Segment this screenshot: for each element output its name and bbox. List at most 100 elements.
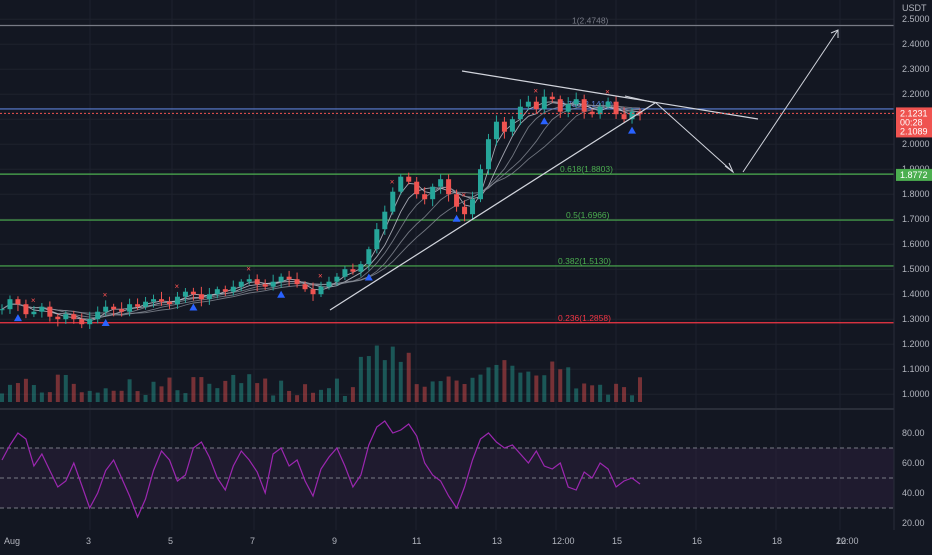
candle-body[interactable] — [23, 304, 29, 315]
candle-body[interactable] — [398, 176, 404, 192]
trendlines[interactable] — [329, 70, 759, 311]
candle-body[interactable] — [358, 264, 364, 272]
candle-body[interactable] — [597, 106, 603, 115]
candle-body[interactable] — [629, 111, 635, 120]
candle-body[interactable] — [438, 179, 444, 187]
candle-body[interactable] — [151, 299, 157, 302]
candle-body[interactable] — [206, 294, 212, 300]
candle-body[interactable] — [390, 191, 396, 212]
candle-body[interactable] — [382, 211, 388, 230]
candle-body[interactable] — [79, 319, 85, 325]
candle-body[interactable] — [222, 289, 228, 292]
candle-body[interactable] — [103, 306, 109, 312]
price-axis[interactable]: 2.50002.40002.30002.20002.10002.00001.90… — [0, 14, 932, 399]
candle-body[interactable] — [238, 281, 244, 287]
volume-bar — [622, 387, 627, 402]
candle-body[interactable] — [39, 306, 45, 312]
candle-body[interactable] — [95, 311, 101, 320]
candle-body[interactable] — [541, 96, 547, 110]
candle-body[interactable] — [63, 314, 69, 320]
candle-body[interactable] — [549, 96, 555, 100]
volume-bar — [191, 377, 196, 402]
support-trendline[interactable] — [329, 102, 656, 311]
candle-body[interactable] — [430, 186, 436, 200]
candle-body[interactable] — [310, 289, 316, 295]
candle-body[interactable] — [135, 304, 141, 307]
price-tick-label: 2.4000 — [902, 39, 930, 49]
candle-body[interactable] — [7, 299, 13, 310]
candle-body[interactable] — [462, 206, 468, 215]
candle-body[interactable] — [119, 309, 125, 312]
candle-body[interactable] — [159, 299, 164, 302]
candle-body[interactable] — [414, 181, 420, 195]
volume-bar — [422, 386, 427, 402]
volume-bar — [350, 387, 355, 402]
candle-body[interactable] — [0, 309, 5, 311]
candle-body[interactable] — [478, 169, 483, 200]
candle-body[interactable] — [286, 276, 292, 280]
candle-body[interactable] — [406, 176, 412, 182]
projection-up-arrow[interactable] — [742, 29, 839, 173]
candle-body[interactable] — [87, 319, 93, 325]
candle-body[interactable] — [47, 306, 53, 317]
candle-body[interactable] — [214, 289, 220, 295]
price-projection[interactable] — [624, 29, 839, 174]
candle-body[interactable] — [613, 101, 619, 115]
candle-body[interactable] — [326, 281, 332, 287]
candle-body[interactable] — [605, 101, 611, 107]
candle-body[interactable] — [31, 311, 37, 315]
candle-body[interactable] — [342, 269, 348, 277]
candle-body[interactable] — [278, 276, 284, 282]
candle-body[interactable] — [246, 279, 252, 282]
rsi-axis[interactable]: 80.00 60.00 40.00 20.00 — [902, 428, 925, 528]
candle-body[interactable] — [366, 249, 372, 265]
candle-body[interactable] — [557, 99, 563, 112]
candle-body[interactable] — [621, 114, 627, 120]
candle-body[interactable] — [55, 316, 61, 320]
candle-body[interactable] — [302, 284, 308, 290]
candle-body[interactable] — [422, 194, 428, 200]
candle-body[interactable] — [318, 286, 324, 295]
candle-body[interactable] — [262, 284, 268, 287]
candle-body[interactable] — [230, 286, 236, 292]
candle-body[interactable] — [501, 121, 507, 132]
candle-body[interactable] — [71, 314, 77, 320]
candle-body[interactable] — [454, 194, 460, 207]
resistance-trendline[interactable] — [461, 70, 759, 120]
fib-price-badge[interactable] — [896, 168, 932, 181]
candle-body[interactable] — [174, 296, 180, 305]
candle-body[interactable] — [111, 306, 117, 310]
candle-body[interactable] — [334, 276, 340, 282]
candle-body[interactable] — [446, 179, 452, 195]
candle-body[interactable] — [470, 199, 476, 215]
candlesticks[interactable]: × × × × × × × × × — [0, 87, 643, 329]
projection-down-arrow[interactable] — [624, 95, 734, 173]
candle-body[interactable] — [374, 229, 380, 250]
candle-body[interactable] — [525, 101, 531, 107]
candle-body[interactable] — [190, 291, 196, 295]
candle-body[interactable] — [581, 99, 587, 112]
candle-body[interactable] — [350, 269, 356, 272]
current-price-badge[interactable] — [896, 107, 932, 138]
candle-body[interactable] — [533, 101, 539, 110]
candle-body[interactable] — [294, 279, 300, 285]
buy-signal-marker — [452, 214, 461, 222]
candle-body[interactable] — [198, 294, 204, 300]
candle-body[interactable] — [182, 291, 188, 297]
candle-body[interactable] — [565, 104, 571, 112]
candle-body[interactable] — [143, 301, 149, 307]
volume-bar — [446, 376, 451, 402]
candle-body[interactable] — [127, 304, 133, 312]
candle-body[interactable] — [15, 299, 21, 305]
volume-bar — [614, 383, 619, 402]
candle-body[interactable] — [509, 119, 515, 132]
volume-bar — [311, 392, 316, 402]
candle-body[interactable] — [493, 121, 499, 140]
candle-body[interactable] — [166, 301, 172, 305]
candle-body[interactable] — [573, 99, 579, 105]
candle-body[interactable] — [270, 281, 276, 287]
candle-body[interactable] — [254, 279, 260, 285]
candle-body[interactable] — [485, 139, 491, 170]
